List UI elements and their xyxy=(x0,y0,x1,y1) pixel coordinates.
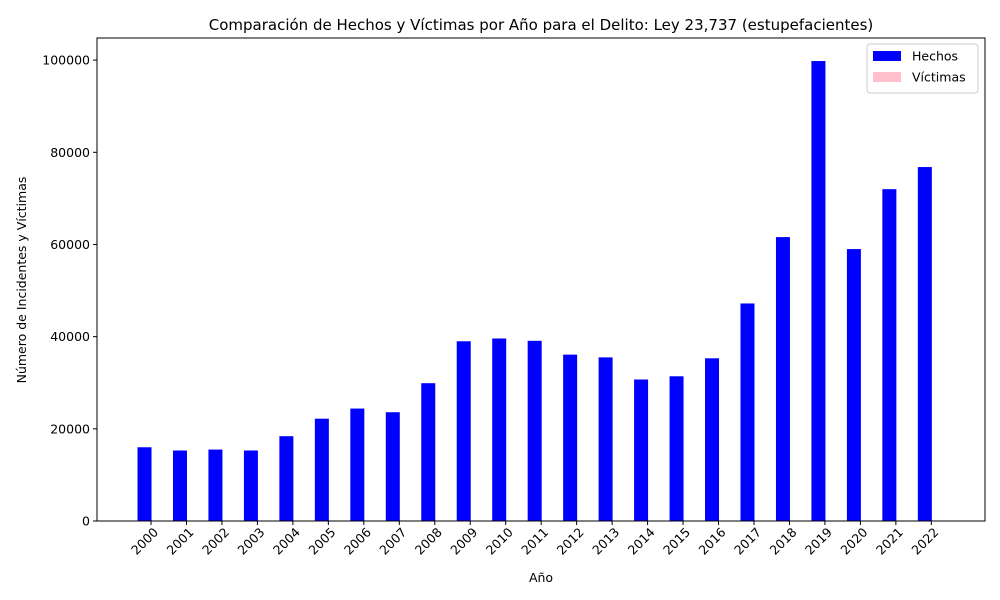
bar-hechos-2014 xyxy=(634,379,649,521)
y-tick-label: 60000 xyxy=(50,237,90,252)
chart-title: Comparación de Hechos y Víctimas por Año… xyxy=(209,16,874,34)
bar-hechos-2005 xyxy=(314,418,329,521)
bars-group xyxy=(137,61,932,522)
bar-hechos-2000 xyxy=(137,447,152,521)
bar-hechos-2020 xyxy=(846,249,861,521)
y-tick-label: 20000 xyxy=(50,421,90,436)
y-tick-label: 40000 xyxy=(50,329,90,344)
bar-hechos-2010 xyxy=(492,338,507,521)
legend: Hechos Víctimas xyxy=(866,43,979,94)
y-axis-label: Número de Incidentes y Víctimas xyxy=(14,177,29,384)
bar-hechos-2007 xyxy=(385,412,400,521)
bar-hechos-2003 xyxy=(243,450,258,521)
bar-hechos-2012 xyxy=(563,354,578,521)
plot-frame xyxy=(96,37,986,522)
bar-hechos-2016 xyxy=(705,358,720,521)
y-tick-label: 100000 xyxy=(42,53,90,68)
bar-hechos-2004 xyxy=(279,436,294,521)
legend-label: Hechos xyxy=(912,49,958,64)
bar-hechos-2009 xyxy=(456,341,471,521)
bar-hechos-2011 xyxy=(527,340,542,521)
bar-hechos-2021 xyxy=(882,189,897,522)
bar-hechos-2008 xyxy=(421,383,436,521)
bar-hechos-2018 xyxy=(775,237,790,521)
bar-hechos-2006 xyxy=(350,408,365,521)
y-tick-label: 80000 xyxy=(50,145,90,160)
y-tick-label: 0 xyxy=(82,514,90,529)
bar-hechos-2001 xyxy=(172,450,187,521)
bar-hechos-2002 xyxy=(208,449,223,521)
bar-hechos-2019 xyxy=(811,61,826,521)
bar-hechos-2015 xyxy=(669,376,684,521)
legend-swatch xyxy=(873,72,901,82)
legend-label: Víctimas xyxy=(912,70,966,85)
bar-hechos-2017 xyxy=(740,303,755,521)
bar-hechos-2022 xyxy=(917,167,932,522)
bar-hechos-2013 xyxy=(598,357,613,521)
legend-swatch xyxy=(873,51,901,61)
x-axis-label: Año xyxy=(529,570,553,585)
y-ticks-group: 0 20000 40000 60000 80000 100000 xyxy=(42,53,97,529)
